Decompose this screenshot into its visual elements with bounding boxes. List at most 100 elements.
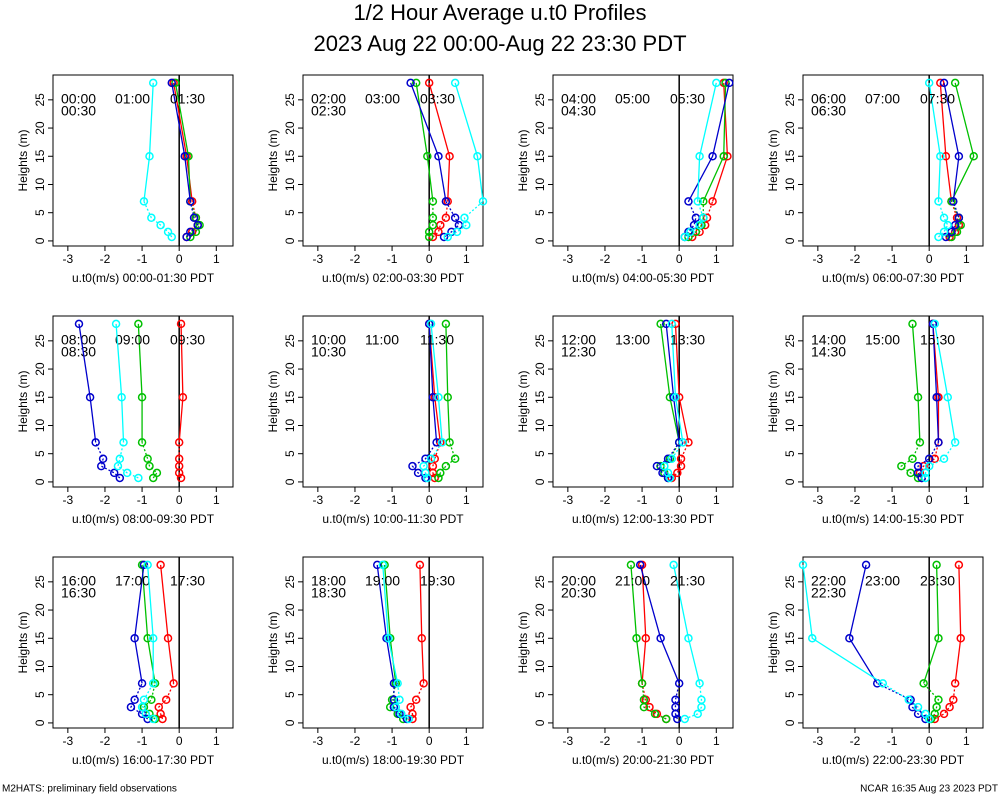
profile-line: [641, 683, 667, 720]
plot-frame: [552, 556, 734, 729]
legend-entry: 15:30: [920, 332, 955, 348]
y-axis-label: Heights (m): [766, 611, 780, 673]
data-point: [678, 438, 688, 447]
data-point: [684, 438, 693, 447]
legend-entry: 01:00: [115, 91, 150, 107]
data-point: [939, 709, 949, 719]
data-point: [163, 634, 173, 643]
y-tick-label: 20: [533, 121, 547, 135]
data-point: [936, 78, 945, 88]
data-point: [660, 461, 669, 471]
data-point: [680, 714, 690, 724]
x-tick-label: 1: [963, 493, 970, 507]
data-point: [693, 709, 702, 719]
profile-line: [672, 564, 701, 684]
x-tick-label: 0: [176, 252, 183, 266]
data-point: [932, 702, 941, 712]
y-axis-label: Heights (m): [16, 611, 30, 673]
data-point: [934, 197, 943, 206]
data-point: [393, 679, 402, 688]
data-point: [450, 213, 460, 223]
y-tick-label: 25: [783, 334, 797, 348]
data-point: [169, 679, 178, 688]
y-tick-label: 10: [33, 659, 47, 673]
data-point: [148, 714, 158, 724]
profile-line: [923, 564, 940, 684]
data-point: [939, 227, 949, 237]
legend-entry: 13:30: [670, 332, 705, 348]
x-tick-label: -3: [813, 734, 824, 748]
data-point: [430, 454, 440, 464]
data-point: [119, 438, 128, 447]
data-point: [148, 78, 158, 88]
x-axis-label: u.t0(m/s) 04:00-05:30 PDT: [572, 271, 715, 285]
profile-line: [932, 323, 940, 443]
page-subtitle: 2023 Aug 22 00:00-Aug 22 23:30 PDT: [313, 31, 686, 56]
profile-line: [919, 442, 940, 479]
profile-line: [130, 683, 149, 720]
profile-line: [674, 683, 680, 720]
legend-entry: 04:30: [561, 103, 596, 119]
y-tick-label: 0: [283, 478, 297, 485]
data-point: [143, 634, 152, 643]
data-point: [639, 695, 649, 705]
y-tick-label: 15: [533, 631, 547, 645]
data-point: [921, 468, 930, 478]
y-tick-label: 25: [33, 575, 47, 589]
data-point: [930, 454, 940, 464]
legend-entry: 16:30: [61, 585, 96, 601]
data-point: [96, 461, 106, 471]
data-point: [695, 152, 704, 161]
y-axis-label: Heights (m): [766, 129, 780, 191]
profile-line: [665, 323, 680, 443]
x-axis-label: u.t0(m/s) 02:00-03:30 PDT: [322, 271, 465, 285]
data-point: [174, 438, 184, 447]
data-point: [423, 152, 432, 161]
data-point: [693, 197, 702, 206]
data-point: [671, 695, 680, 705]
x-tick-label: -2: [350, 734, 361, 748]
y-tick-label: 5: [533, 209, 547, 216]
data-point: [934, 695, 943, 705]
data-point: [117, 393, 126, 402]
data-point: [441, 319, 451, 329]
data-point: [695, 679, 704, 688]
data-point: [421, 454, 430, 464]
profile-line: [671, 323, 684, 443]
data-point: [878, 679, 888, 688]
legend-entry: 02:00: [311, 91, 346, 107]
y-tick-label: 0: [533, 237, 547, 244]
profile-line: [159, 564, 175, 684]
data-point: [908, 702, 917, 712]
legend-entry: 16:00: [61, 573, 96, 589]
x-tick-label: 1: [463, 252, 470, 266]
y-tick-label: 0: [533, 478, 547, 485]
data-point: [919, 679, 928, 688]
x-tick-label: -3: [63, 734, 74, 748]
profile-line: [115, 323, 125, 443]
data-point: [671, 393, 680, 402]
data-point: [924, 461, 934, 471]
x-tick-label: 1: [713, 734, 720, 748]
legend-entry: 20:00: [561, 573, 596, 589]
data-point: [950, 438, 960, 447]
profile-line: [117, 442, 139, 479]
data-point: [695, 220, 704, 230]
x-tick-label: 0: [676, 734, 683, 748]
y-tick-label: 15: [283, 149, 297, 163]
profile-line: [146, 564, 154, 684]
data-point: [939, 213, 949, 223]
x-tick-label: -2: [100, 252, 111, 266]
profile-line: [430, 323, 443, 443]
data-point: [411, 78, 421, 88]
data-point: [419, 679, 428, 688]
data-point: [661, 319, 671, 329]
y-tick-label: 10: [533, 177, 547, 191]
x-tick-label: 1: [713, 493, 720, 507]
y-tick-label: 5: [33, 691, 47, 698]
data-point: [924, 78, 934, 88]
data-point: [122, 468, 132, 478]
data-point: [632, 634, 641, 643]
data-point: [665, 473, 675, 483]
data-point: [650, 709, 660, 719]
